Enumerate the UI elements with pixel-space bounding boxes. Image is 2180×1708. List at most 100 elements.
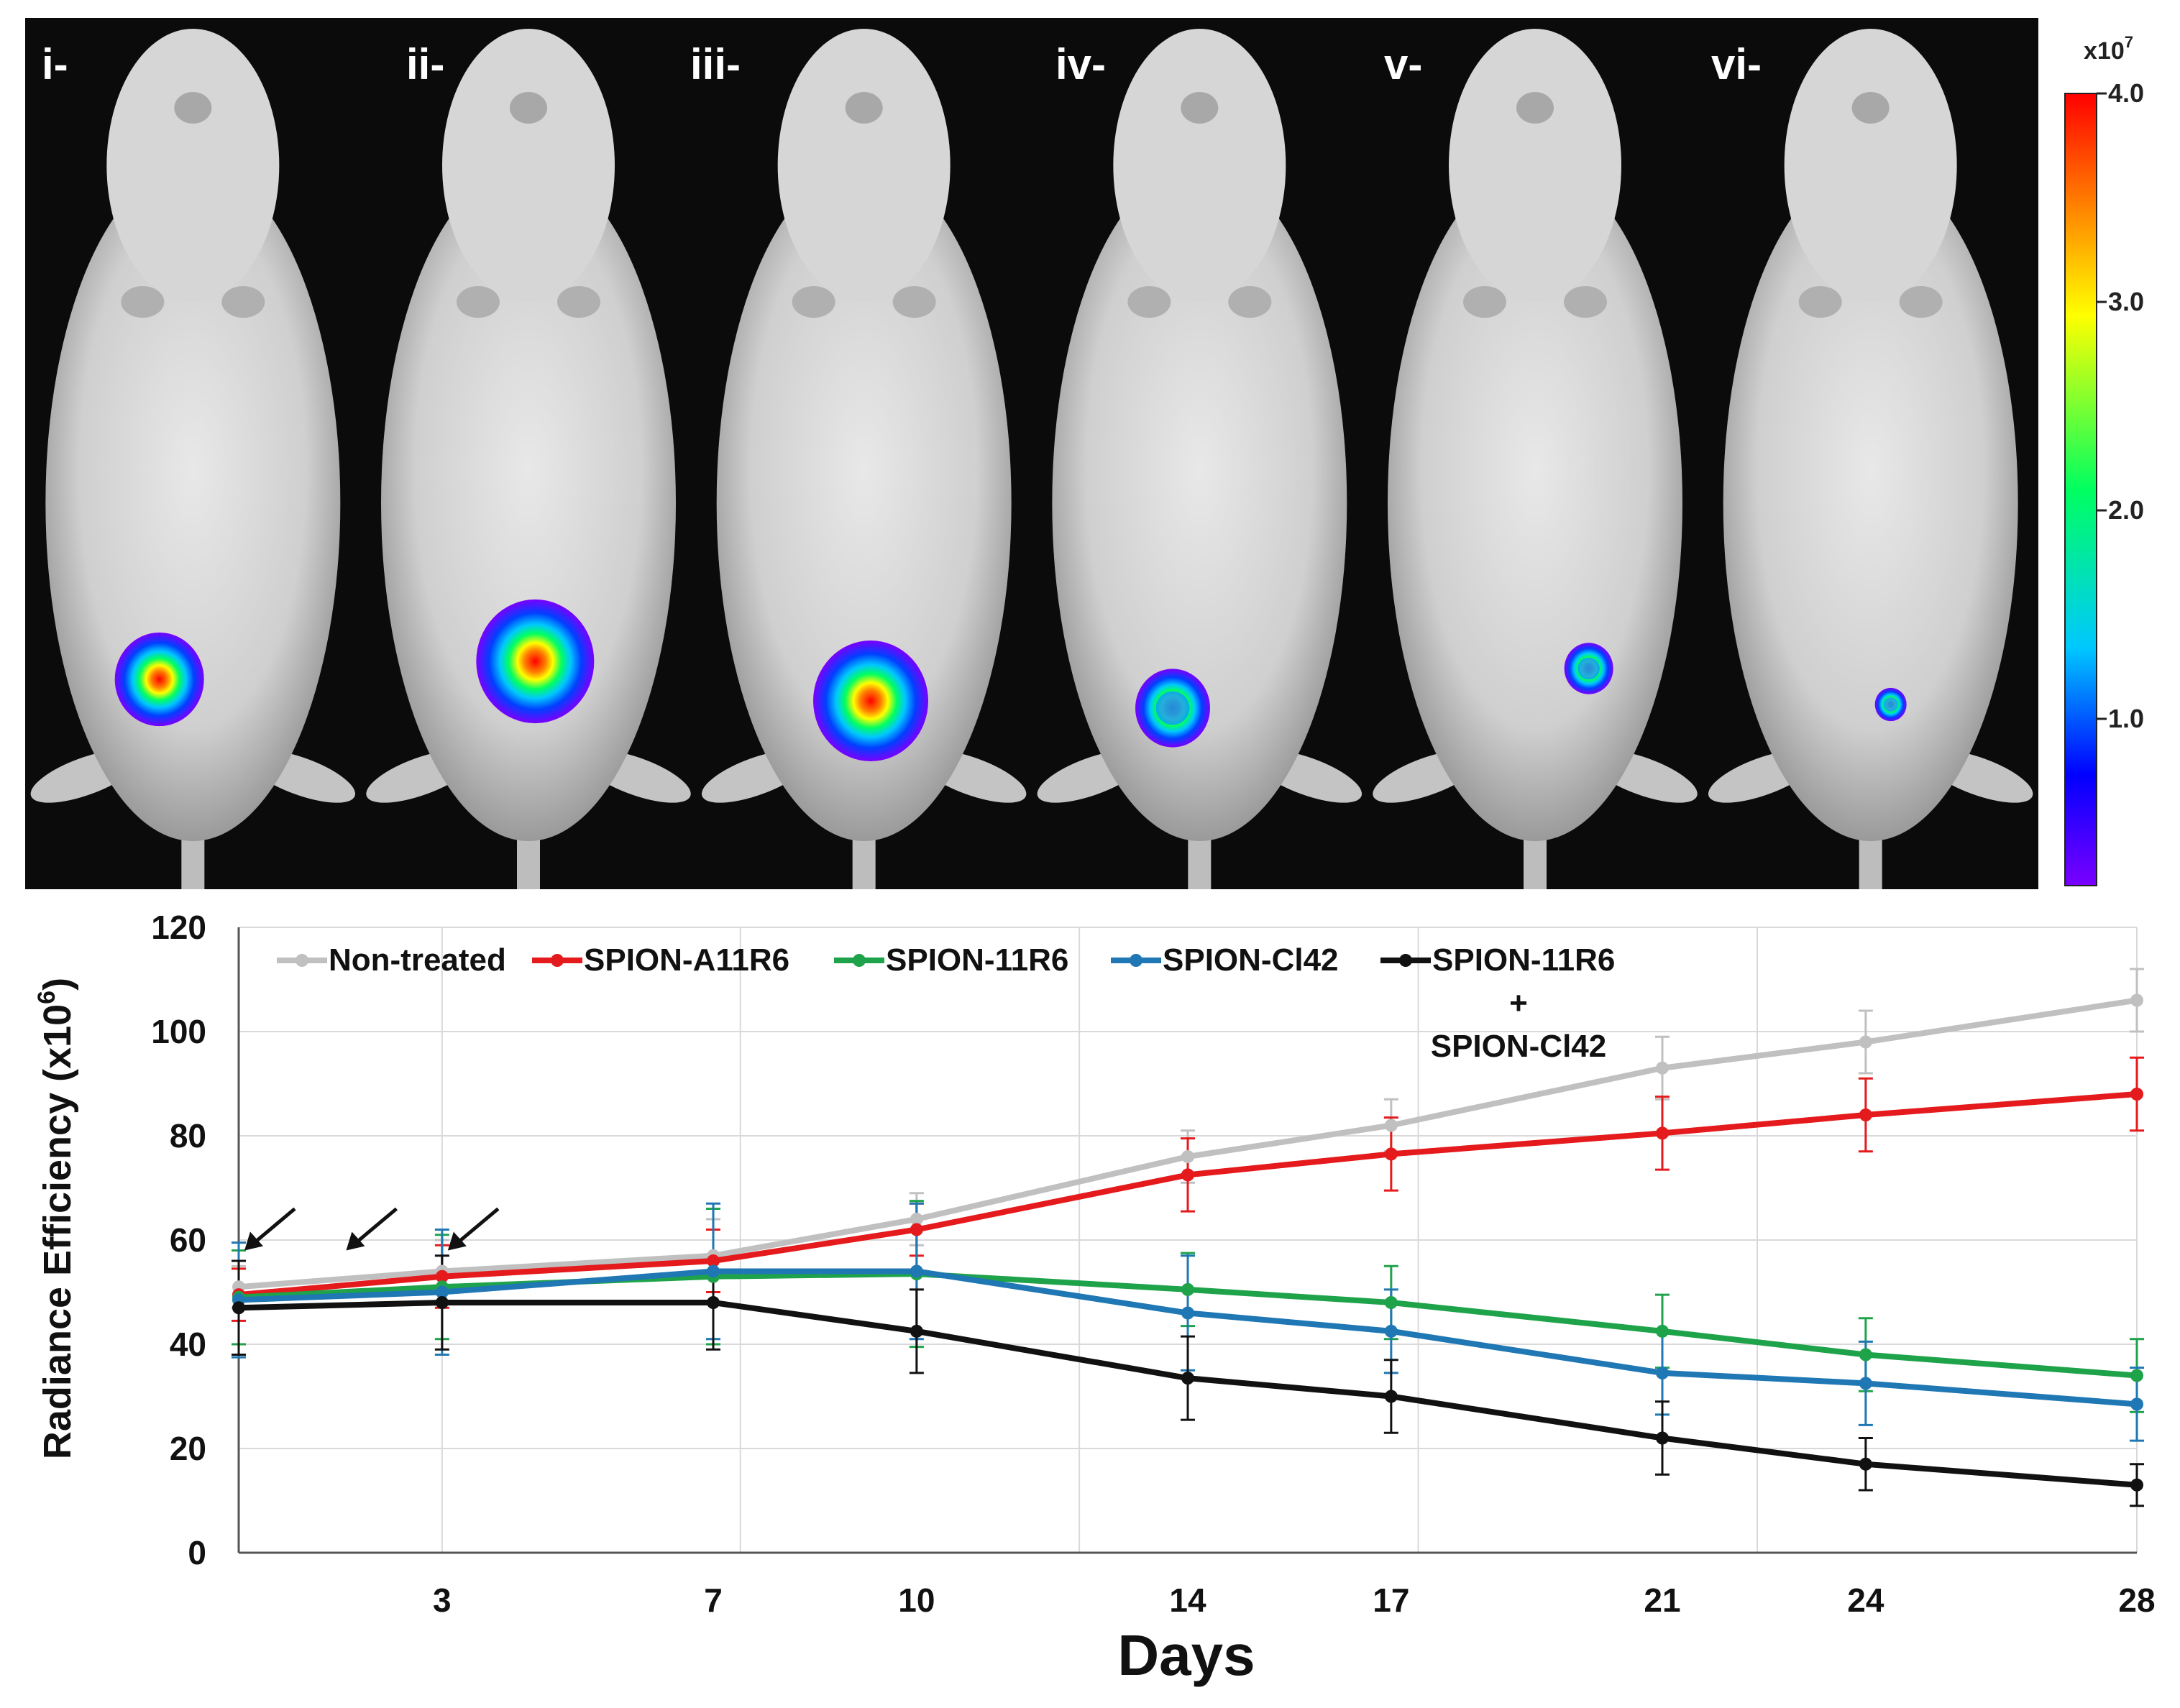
legend-swatch-marker	[296, 954, 308, 967]
data-point	[2130, 993, 2143, 1007]
data-point	[1859, 1377, 1872, 1390]
mouse-head	[106, 29, 280, 302]
mouse-forepaw-left	[121, 286, 165, 318]
legend-swatch-marker	[551, 954, 564, 967]
series-4	[232, 1264, 2143, 1411]
legend-swatch-marker	[853, 954, 866, 967]
mouse-head	[1784, 29, 1957, 302]
mouse-forepaw-right	[557, 286, 600, 318]
series-lines	[232, 993, 2143, 1492]
data-point	[1656, 1126, 1669, 1140]
mouse-head	[1113, 29, 1286, 302]
mouse-snout	[845, 92, 883, 124]
colorbar: x107 4.0 3.0 2.0 1.0	[2064, 33, 2144, 886]
tumor-signal	[476, 599, 595, 724]
mouse-head	[777, 29, 951, 302]
mouse-forepaw-right	[1899, 286, 1943, 318]
treatment-arrow	[447, 1207, 500, 1251]
data-point	[435, 1285, 449, 1299]
mouse-4	[1037, 29, 1362, 889]
colorbar-tick-label: 1.0	[2108, 704, 2144, 733]
mouse-2	[366, 29, 691, 889]
tumor-signal	[114, 632, 204, 727]
arrow-shaft	[249, 1207, 296, 1248]
treatment-arrow	[346, 1207, 398, 1251]
mouse-body	[1052, 165, 1347, 841]
data-point	[910, 1223, 923, 1236]
mouse-forepaw-left	[1463, 286, 1506, 318]
x-tick-label: 7	[704, 1581, 723, 1619]
colorbar-tick-label: 4.0	[2108, 78, 2144, 108]
data-point	[1859, 1348, 1872, 1362]
legend-label-line3: SPION-Cl42	[1431, 1029, 1607, 1064]
mouse-snout	[174, 92, 212, 124]
panel-label-6: vi-	[1711, 40, 1762, 88]
mouse-forepaw-left	[1127, 286, 1171, 318]
y-tick-label: 20	[170, 1430, 206, 1467]
legend-entry-3: SPION-11R6	[834, 942, 1068, 978]
legend-entry-2: SPION-A11R6	[532, 942, 789, 978]
data-point	[1384, 1119, 1398, 1132]
legend-swatch-marker	[1399, 954, 1412, 967]
colorbar-ticks: 4.0 3.0 2.0 1.0	[2097, 78, 2144, 733]
mouse-1	[30, 29, 356, 889]
mouse-body	[1723, 165, 2018, 841]
legend-entry-4: SPION-Cl42	[1111, 942, 1339, 978]
data-point	[2130, 1088, 2143, 1101]
mouse-forepaw-left	[1798, 286, 1842, 318]
data-point	[1181, 1282, 1194, 1296]
data-point	[435, 1296, 449, 1309]
y-tick-label: 80	[170, 1117, 206, 1154]
legend-label: Non-treated	[329, 942, 506, 978]
legend-label: SPION-A11R6	[584, 942, 789, 978]
arrow-shaft	[350, 1207, 398, 1248]
legend: Non-treated SPION-A11R6 SPION-11R6 SPION-Cl…	[277, 942, 1615, 1064]
data-point	[232, 1301, 245, 1315]
data-point	[1859, 1108, 1872, 1121]
legend-label: SPION-Cl42	[1163, 942, 1339, 978]
grid	[239, 927, 2138, 1553]
x-tick-label: 28	[2118, 1581, 2155, 1619]
mouse-snout	[1851, 92, 1890, 124]
x-tick-label: 10	[898, 1581, 935, 1619]
treatment-arrows	[244, 1207, 500, 1251]
panel-label-2: ii-	[406, 40, 444, 88]
legend-entry-5: SPION-11R6 + SPION-Cl42	[1380, 942, 1615, 1064]
mice-layer	[30, 29, 2033, 889]
mouse-6	[1708, 29, 2033, 889]
y-tick-label: 120	[151, 909, 206, 946]
colorbar-gradient	[2064, 93, 2097, 886]
data-point	[1656, 1324, 1669, 1338]
mouse-forepaw-right	[221, 286, 265, 318]
panel-label-1: i-	[42, 40, 68, 88]
colorbar-tick-label: 2.0	[2108, 495, 2144, 525]
treatment-arrow	[244, 1207, 296, 1251]
legend-label: SPION-11R6	[886, 942, 1068, 978]
mouse-5	[1373, 29, 1698, 889]
x-tick-label: 17	[1373, 1581, 1409, 1619]
mouse-head	[1449, 29, 1621, 302]
mouse-forepaw-right	[892, 286, 936, 318]
data-point	[435, 1269, 449, 1283]
series-2	[232, 1088, 2143, 1302]
legend-label: SPION-11R6	[1432, 942, 1615, 978]
data-point	[707, 1264, 720, 1278]
data-point	[1656, 1366, 1669, 1379]
mouse-forepaw-right	[1228, 286, 1272, 318]
y-tick-label: 60	[170, 1221, 206, 1259]
imaging-panel: i-ii-iii-iv-v-vi-	[25, 18, 2038, 889]
mouse-snout	[1516, 92, 1554, 124]
data-point	[1384, 1147, 1398, 1161]
data-point	[1656, 1431, 1669, 1445]
y-tick-label: 0	[188, 1534, 206, 1571]
arrow-shaft	[452, 1207, 500, 1248]
mouse-forepaw-left	[792, 286, 835, 318]
imaging-background	[25, 18, 2038, 889]
data-point	[2130, 1369, 2143, 1382]
data-point	[1384, 1324, 1398, 1338]
mouse-snout	[510, 92, 547, 124]
tumor-signal-core	[1883, 697, 1898, 712]
tumor-signal-core	[1577, 657, 1600, 680]
panel-labels: i-ii-iii-iv-v-vi-	[42, 40, 1762, 88]
